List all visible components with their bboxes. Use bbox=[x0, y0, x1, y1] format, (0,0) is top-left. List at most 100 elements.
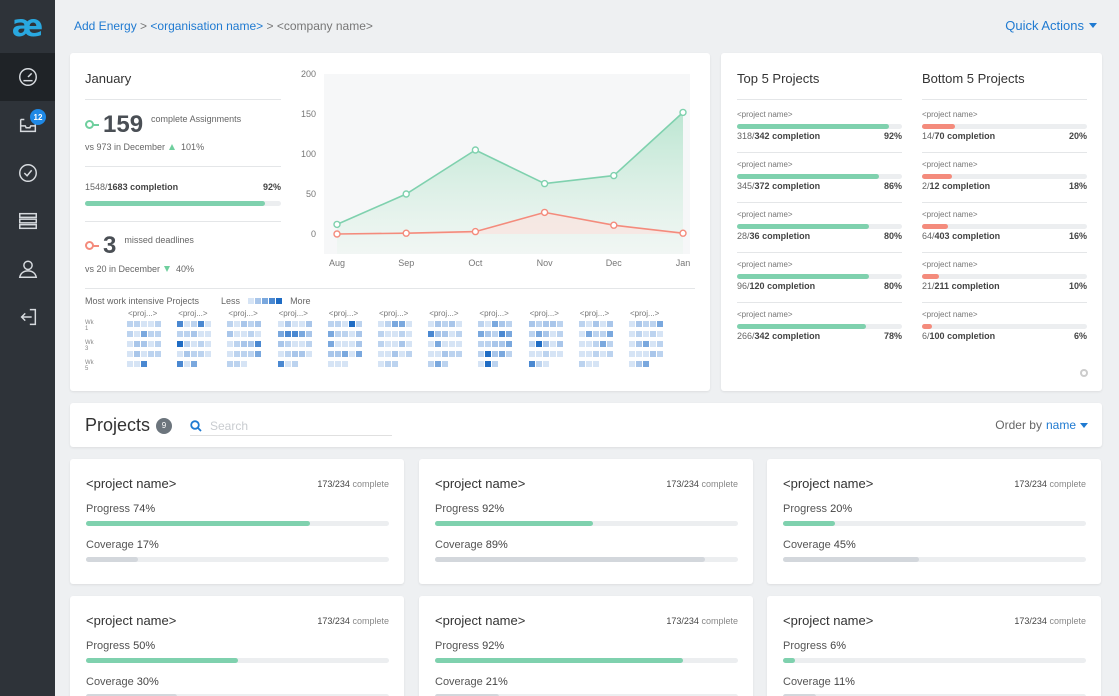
data-point[interactable] bbox=[471, 146, 480, 154]
data-point[interactable] bbox=[540, 179, 549, 188]
quick-actions-button[interactable]: Quick Actions bbox=[1005, 18, 1097, 33]
heatmap-project-label: <proj...> bbox=[178, 309, 208, 318]
top5-item[interactable]: <project name> 96/120 completion 80% bbox=[737, 260, 902, 291]
breadcrumb-root[interactable]: Add Energy bbox=[74, 19, 137, 33]
heatmap-cell bbox=[485, 361, 492, 367]
y-tick-label: 50 bbox=[306, 189, 316, 199]
complete-label: complete bbox=[352, 479, 389, 489]
heatmap-cell bbox=[428, 331, 435, 337]
heatmap-cell bbox=[378, 321, 384, 327]
completion-percent: 92% bbox=[262, 182, 281, 192]
data-point[interactable] bbox=[333, 230, 341, 238]
coverage-value: 21% bbox=[485, 676, 508, 688]
heatmap-cell bbox=[298, 321, 305, 327]
project-card[interactable]: <project name> 173/234 complete Progress 9… bbox=[419, 596, 753, 696]
completion-label: completion bbox=[130, 182, 179, 192]
completion-percent: 20% bbox=[1068, 131, 1087, 141]
heatmap-cell bbox=[141, 351, 147, 357]
heatmap-cell bbox=[191, 341, 198, 347]
bottom5-item[interactable]: <project name> 14/70 completion 20% bbox=[922, 110, 1087, 141]
heatmap-cell bbox=[227, 361, 234, 367]
y-tick-label: 0 bbox=[311, 229, 316, 239]
completion-bar bbox=[922, 224, 1087, 229]
completion-total: 120 bbox=[749, 281, 765, 291]
project-complete: 173/234 complete bbox=[1014, 479, 1086, 489]
data-point[interactable] bbox=[610, 221, 618, 229]
project-card[interactable]: <project name> 173/234 complete Progress 2… bbox=[767, 459, 1101, 584]
heatmap-cell bbox=[184, 341, 191, 347]
bottom5-title: Bottom 5 Projects bbox=[922, 71, 1025, 86]
progress-label-row: Progress 50% bbox=[86, 640, 155, 652]
user-icon bbox=[18, 260, 37, 278]
settings-gear-icon[interactable] bbox=[1080, 369, 1088, 377]
data-point[interactable] bbox=[471, 227, 480, 236]
project-card[interactable]: <project name> 173/234 complete Progress 7… bbox=[70, 459, 404, 584]
heatmap-cell bbox=[327, 361, 334, 367]
search-input[interactable] bbox=[210, 418, 380, 433]
heatmap-cell bbox=[449, 341, 456, 347]
data-point[interactable] bbox=[679, 108, 687, 117]
heatmap-cell bbox=[327, 331, 334, 337]
breadcrumb-org[interactable]: <organisation name> bbox=[150, 19, 264, 33]
heatmap-cell bbox=[205, 341, 212, 347]
heatmap-cell bbox=[478, 331, 485, 337]
nav-dashboard[interactable] bbox=[0, 53, 55, 101]
assignments-stat: 159 complete Assignments bbox=[85, 112, 241, 138]
heatmap-cell bbox=[298, 331, 305, 337]
data-point[interactable] bbox=[610, 171, 618, 180]
heatmap-cell bbox=[442, 361, 449, 367]
data-point[interactable] bbox=[402, 190, 410, 198]
completion-label: completion bbox=[772, 181, 821, 191]
order-by-dropdown[interactable]: Order by name bbox=[995, 418, 1088, 432]
heatmap-cell bbox=[643, 341, 649, 347]
complete-count: 173/234 bbox=[1014, 616, 1047, 626]
top5-title: Top 5 Projects bbox=[737, 71, 820, 86]
search-icon bbox=[190, 419, 202, 432]
heatmap-cell bbox=[341, 361, 348, 367]
progress-bar-fill bbox=[86, 521, 311, 526]
heatmap-cell bbox=[549, 331, 556, 337]
completion-percent: 16% bbox=[1068, 231, 1087, 241]
project-card[interactable]: <project name> 173/234 complete Progress 9… bbox=[419, 459, 753, 584]
coverage-value: 17% bbox=[136, 539, 159, 551]
app-logo[interactable]: æ bbox=[11, 9, 44, 44]
data-point[interactable] bbox=[679, 229, 687, 237]
heatmap-cell bbox=[456, 321, 463, 327]
top5-item[interactable]: <project name> 266/342 completion 78% bbox=[737, 310, 902, 341]
nav-tasks[interactable] bbox=[0, 149, 55, 197]
heatmap-cell bbox=[241, 341, 248, 347]
red-line-icon bbox=[93, 245, 99, 247]
heatmap-project-label: <proj...> bbox=[630, 309, 660, 318]
bottom5-item[interactable]: <project name> 6/100 completion 6% bbox=[922, 310, 1087, 341]
divider bbox=[85, 166, 281, 167]
completion-label: completion bbox=[767, 281, 816, 291]
heatmap-cell bbox=[556, 341, 563, 347]
progress-bar bbox=[783, 658, 1086, 663]
data-point[interactable] bbox=[402, 229, 410, 237]
heatmap-cell bbox=[478, 361, 485, 367]
top5-item[interactable]: <project name> 318/342 completion 92% bbox=[737, 110, 902, 141]
data-point[interactable] bbox=[540, 208, 549, 217]
data-point[interactable] bbox=[333, 220, 341, 229]
x-tick-label: Aug bbox=[329, 258, 345, 268]
completion-done: 266 bbox=[737, 331, 753, 341]
bottom5-item[interactable]: <project name> 2/12 completion 18% bbox=[922, 160, 1087, 191]
project-card[interactable]: <project name> 173/234 complete Progress 5… bbox=[70, 596, 404, 696]
nav-inbox[interactable]: 12 bbox=[0, 101, 55, 149]
nav-lists[interactable] bbox=[0, 197, 55, 245]
heatmap-cell bbox=[134, 351, 140, 357]
nav-users[interactable] bbox=[0, 245, 55, 293]
heatmap-cell bbox=[284, 351, 291, 357]
bottom5-item[interactable]: <project name> 21/211 completion 10% bbox=[922, 260, 1087, 291]
nav-logout[interactable] bbox=[0, 293, 55, 341]
heatmap-cell bbox=[449, 351, 456, 357]
project-card[interactable]: <project name> 173/234 complete Progress 6… bbox=[767, 596, 1101, 696]
y-tick-label: 150 bbox=[301, 109, 316, 119]
bottom5-item[interactable]: <project name> 64/403 completion 16% bbox=[922, 210, 1087, 241]
top5-item[interactable]: <project name> 28/36 completion 80% bbox=[737, 210, 902, 241]
heatmap-cell bbox=[284, 331, 291, 337]
top5-item[interactable]: <project name> 345/372 completion 86% bbox=[737, 160, 902, 191]
project-name: <project name> bbox=[922, 310, 978, 319]
heatmap-cell bbox=[334, 341, 341, 347]
heatmap-cell bbox=[241, 351, 248, 357]
